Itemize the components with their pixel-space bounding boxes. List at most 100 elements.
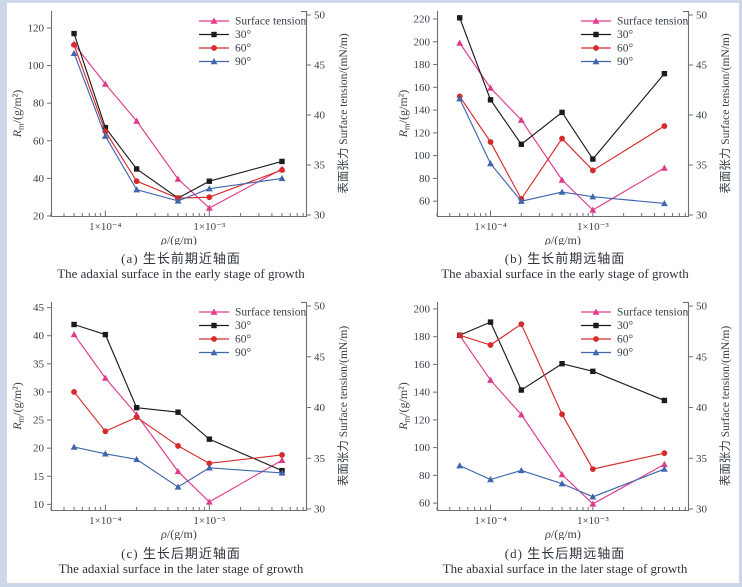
chart-c-caption-zh: (c) 生长后期近轴面 [121, 546, 241, 561]
left-tick-label: 120 [414, 127, 431, 139]
chart-b-caption-en: The abaxial surface in the early stage o… [441, 266, 689, 281]
right-tick-label: 30 [696, 503, 708, 515]
left-tick-label: 100 [28, 60, 45, 72]
left-tick-label: 35 [33, 358, 45, 370]
axes [436, 10, 690, 218]
left-tick-label: 160 [414, 82, 431, 94]
legend-label: 90° [617, 347, 634, 359]
axes [436, 301, 690, 512]
left-axis-title: Rm/(g/m²) [10, 90, 26, 139]
x-axis-title: ρ/(g/m) [544, 527, 581, 540]
legend-label: 60° [617, 43, 634, 55]
left-axis-title: Rm/(g/m²) [10, 382, 26, 431]
left-tick-label: 200 [414, 303, 431, 315]
legend-label: 90° [235, 347, 252, 359]
right-tick-label: 40 [696, 110, 708, 122]
left-tick-label: 120 [28, 22, 45, 34]
left-axis: 60 80 100 120 140 160 180 200 220 [414, 13, 437, 208]
left-tick-label: 25 [33, 415, 45, 427]
left-tick-label: 80 [419, 173, 431, 185]
right-axis-title: 表面张力 Surface tension/(mN/m) [336, 326, 350, 487]
right-tick-label: 30 [314, 210, 326, 222]
x-tick-label: 1×10⁻³ [193, 515, 226, 527]
x-tick-label: 1×10⁻³ [577, 515, 610, 527]
left-tick-label: 40 [33, 330, 45, 342]
left-tick-label: 45 [33, 302, 45, 314]
axes [50, 10, 308, 218]
left-tick-label: 15 [33, 471, 45, 483]
series-90- [70, 49, 286, 204]
legend-label: Surface tension [617, 307, 688, 319]
series-surface-tension [70, 330, 286, 505]
right-tick-label: 45 [314, 351, 326, 363]
series-30- [457, 15, 668, 162]
right-tick-label: 30 [314, 503, 326, 515]
legend-label: 30° [617, 29, 634, 41]
left-tick-label: 180 [414, 59, 431, 71]
left-tick-label: 40 [33, 173, 45, 185]
x-axis-title: ρ/(g/m) [544, 233, 581, 245]
right-tick-label: 40 [314, 110, 326, 122]
x-axis: 1×10⁻⁴ 1×10⁻³ [50, 504, 304, 527]
x-axis: 1×10⁻⁴ 1×10⁻³ [436, 504, 686, 527]
left-axis: 10 15 20 25 30 35 40 45 [33, 302, 51, 511]
right-tick-label: 40 [696, 402, 708, 414]
left-tick-label: 100 [414, 150, 431, 162]
x-axis: 1×10⁻⁴ 1×10⁻³ [50, 210, 304, 233]
right-axis-title: 表面张力 Surface tension/(mN/m) [336, 33, 350, 194]
chart-a-canvas: 20 40 60 80 100 120 30 35 40 45 50 1×10⁻⁴ 1×10⁻³ρ/(g… [10, 10, 350, 248]
chart-a-caption-zh: (a) 生长前期近轴面 [121, 251, 241, 266]
left-tick-label: 220 [414, 13, 431, 25]
x-tick-label: 1×10⁻⁴ [474, 515, 507, 527]
legend-label: 30° [235, 320, 252, 332]
right-axis: 30 35 40 45 50 [689, 10, 708, 222]
chart-d-caption-en: The abaxial surface in the later stage o… [442, 561, 688, 576]
left-tick-label: 80 [419, 470, 431, 482]
right-tick-label: 35 [696, 453, 708, 465]
right-tick-label: 45 [696, 60, 708, 72]
legend-label: 60° [235, 43, 252, 55]
legend-label: Surface tension [235, 307, 306, 319]
right-tick-label: 50 [696, 10, 708, 22]
legend-label: 90° [617, 56, 634, 68]
left-tick-label: 20 [33, 211, 45, 223]
x-tick-label: 1×10⁻⁴ [89, 221, 122, 233]
figure-2x2-line-charts: 20 40 60 80 100 120 30 35 40 45 50 1×10⁻⁴ 1×10⁻³ ρ/(g… [7, 3, 739, 583]
x-tick-label: 1×10⁻⁴ [89, 515, 122, 527]
legend-label: 60° [617, 334, 634, 346]
axes [50, 301, 308, 512]
chart-b-caption-zh: (b) 生长前期远轴面 [504, 251, 626, 266]
left-tick-label: 200 [414, 36, 431, 48]
chart-a-cell: 20 40 60 80 100 120 30 35 40 45 50 1×10⁻⁴ 1×10⁻³ ρ/(g… [7, 3, 373, 288]
left-tick-label: 30 [33, 386, 45, 398]
left-axis-title: Rm/(g/m²) [396, 382, 412, 431]
legend-label: Surface tension [617, 16, 688, 28]
left-tick-label: 80 [33, 98, 45, 110]
x-tick-label: 1×10⁻³ [193, 221, 226, 233]
x-tick-label: 1×10⁻³ [577, 221, 610, 233]
chart-c-cell: 10 15 20 25 30 35 40 45 30 35 40 45 50 1×10⁻⁴ 1×10⁻³ ρ/… [7, 288, 373, 583]
chart-a-caption-en: The adaxial surface in the early stage o… [57, 266, 305, 281]
left-tick-label: 180 [414, 331, 431, 343]
legend-label: 90° [235, 56, 252, 68]
right-axis: 30 35 40 45 50 [307, 10, 326, 222]
left-tick-label: 160 [414, 359, 431, 371]
right-tick-label: 40 [314, 402, 326, 414]
legend-label: 60° [235, 334, 252, 346]
left-tick-label: 140 [414, 105, 431, 117]
chart-b-canvas: 60 80 100 120 140 160 180 200 220 30 35 40 45 50 1×10⁻… [396, 10, 732, 248]
chart-c-canvas: 10 15 20 25 30 35 40 45 30 35 40 45 50 1×10⁻⁴ 1×10⁻³ρ/… [10, 301, 350, 541]
series-90- [70, 443, 286, 490]
series-90- [456, 95, 668, 207]
right-tick-label: 50 [314, 10, 326, 22]
legend-label: 30° [617, 320, 634, 332]
left-tick-label: 140 [414, 387, 431, 399]
right-tick-label: 35 [314, 453, 326, 465]
chart-d-caption-zh: (d) 生长后期远轴面 [504, 546, 626, 561]
